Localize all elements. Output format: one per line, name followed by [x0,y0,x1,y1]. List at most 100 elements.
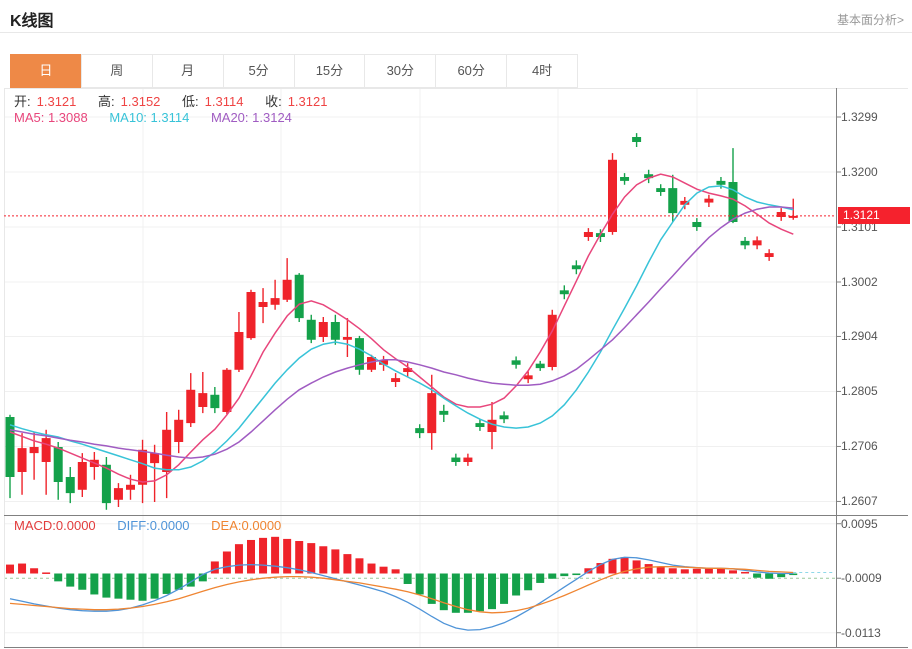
macd-bar [475,573,484,612]
candle-body [547,314,557,367]
macd-bar [355,558,364,574]
candle-body [499,415,509,420]
macd-bar [307,543,316,574]
candle-body [439,410,449,415]
close-label: 收: [265,94,282,109]
grid-layer [4,88,836,648]
candle-body [728,182,738,222]
candle-body [367,357,376,370]
macd-bar [572,573,581,576]
tab-周[interactable]: 周 [80,54,153,88]
macd-bar [692,568,701,574]
frame-layer [4,88,908,648]
macd-bar [439,573,448,611]
macd-bar [138,573,147,601]
macd-signal-lines-layer [9,556,794,631]
candle-body [788,215,798,218]
candle-body [668,188,678,214]
ma5-legend: MA5: 1.3088 [14,110,88,125]
candle-body [354,338,364,370]
macd-bar [391,569,400,574]
macd-bar [18,563,27,574]
candle-body [716,180,726,185]
candle-body [415,428,425,434]
candle-body [427,393,437,434]
low-value: 1.3114 [204,94,244,109]
macd-bar [403,573,412,584]
tab-4时[interactable]: 4时 [506,54,578,88]
macd-bar [150,573,159,599]
tab-15分[interactable]: 15分 [293,54,366,88]
candle-body [535,363,545,369]
price-axis-label: 1.2706 [841,439,878,454]
open-value: 1.3121 [36,94,77,109]
macd-bar [560,573,569,577]
candle-body [234,332,244,370]
macd-bar [500,573,509,604]
candle-body [174,419,184,442]
tab-5分[interactable]: 5分 [222,54,295,88]
candle-body [270,298,280,305]
ma10-line [9,185,794,471]
candle-body [632,137,642,142]
header-divider [0,32,912,33]
tab-月[interactable]: 月 [151,54,224,88]
price-axis-label: 1.3200 [841,165,878,179]
candle-body [113,488,123,500]
macd-bar [765,573,774,579]
candle-body [126,484,135,490]
tab-30分[interactable]: 30分 [364,54,437,88]
macd-bar [295,541,304,574]
macd-legend: MACD:0.0000 DIFF:0.0000 DEA:0.0000 [14,518,287,533]
candle-body [17,448,27,472]
fundamental-analysis-link[interactable]: 基本面分析> [836,13,904,27]
candle-body [330,322,340,340]
macd-bar [78,573,87,590]
price-axis-label: 1.3299 [841,110,878,124]
macd-bar [753,573,762,578]
macd-bar [234,544,243,574]
macd-bar [415,573,424,595]
candle-body [282,279,292,300]
macd-bar [30,568,39,574]
tab-60分[interactable]: 60分 [435,54,508,88]
candle-body [680,200,690,205]
macd-axis-label: 0.0095 [841,516,878,531]
tab-日[interactable]: 日 [10,54,82,88]
macd-bar [704,567,713,574]
macd-bar [716,568,725,574]
candle-body [391,378,401,382]
diff-value-legend: DIFF:0.0000 [117,518,190,533]
macd-bar [729,570,737,574]
candle-body [583,232,593,237]
macd-bar [343,554,352,574]
macd-bar [680,569,689,574]
ma20-line [9,206,794,459]
candle-body [65,477,75,494]
macd-bar [174,573,183,590]
candle-body [53,447,63,482]
candle-body [5,417,15,477]
candle-body [571,265,581,270]
candle-body [776,212,786,217]
candle-body [258,302,268,307]
macd-bar [644,564,653,574]
price-axis-label: 1.2805 [841,384,878,399]
high-value: 1.3152 [120,94,161,109]
candle-body [511,360,521,365]
candle-body [101,464,111,504]
macd-bar [741,571,750,574]
ma-legend: MA5: 1.3088 MA10: 1.3114 MA20: 1.3124 [14,110,298,125]
candle-body [487,419,497,432]
page-title: K线图 [10,13,54,30]
candle-body [186,389,196,424]
macd-value-legend: MACD:0.0000 [14,518,96,533]
candle-body [740,240,750,246]
macd-bar [210,561,219,574]
macd-bar [90,573,99,595]
macd-bar [548,573,557,579]
candle-body [138,449,148,485]
macd-bar [608,558,617,574]
candle-body [559,290,569,295]
